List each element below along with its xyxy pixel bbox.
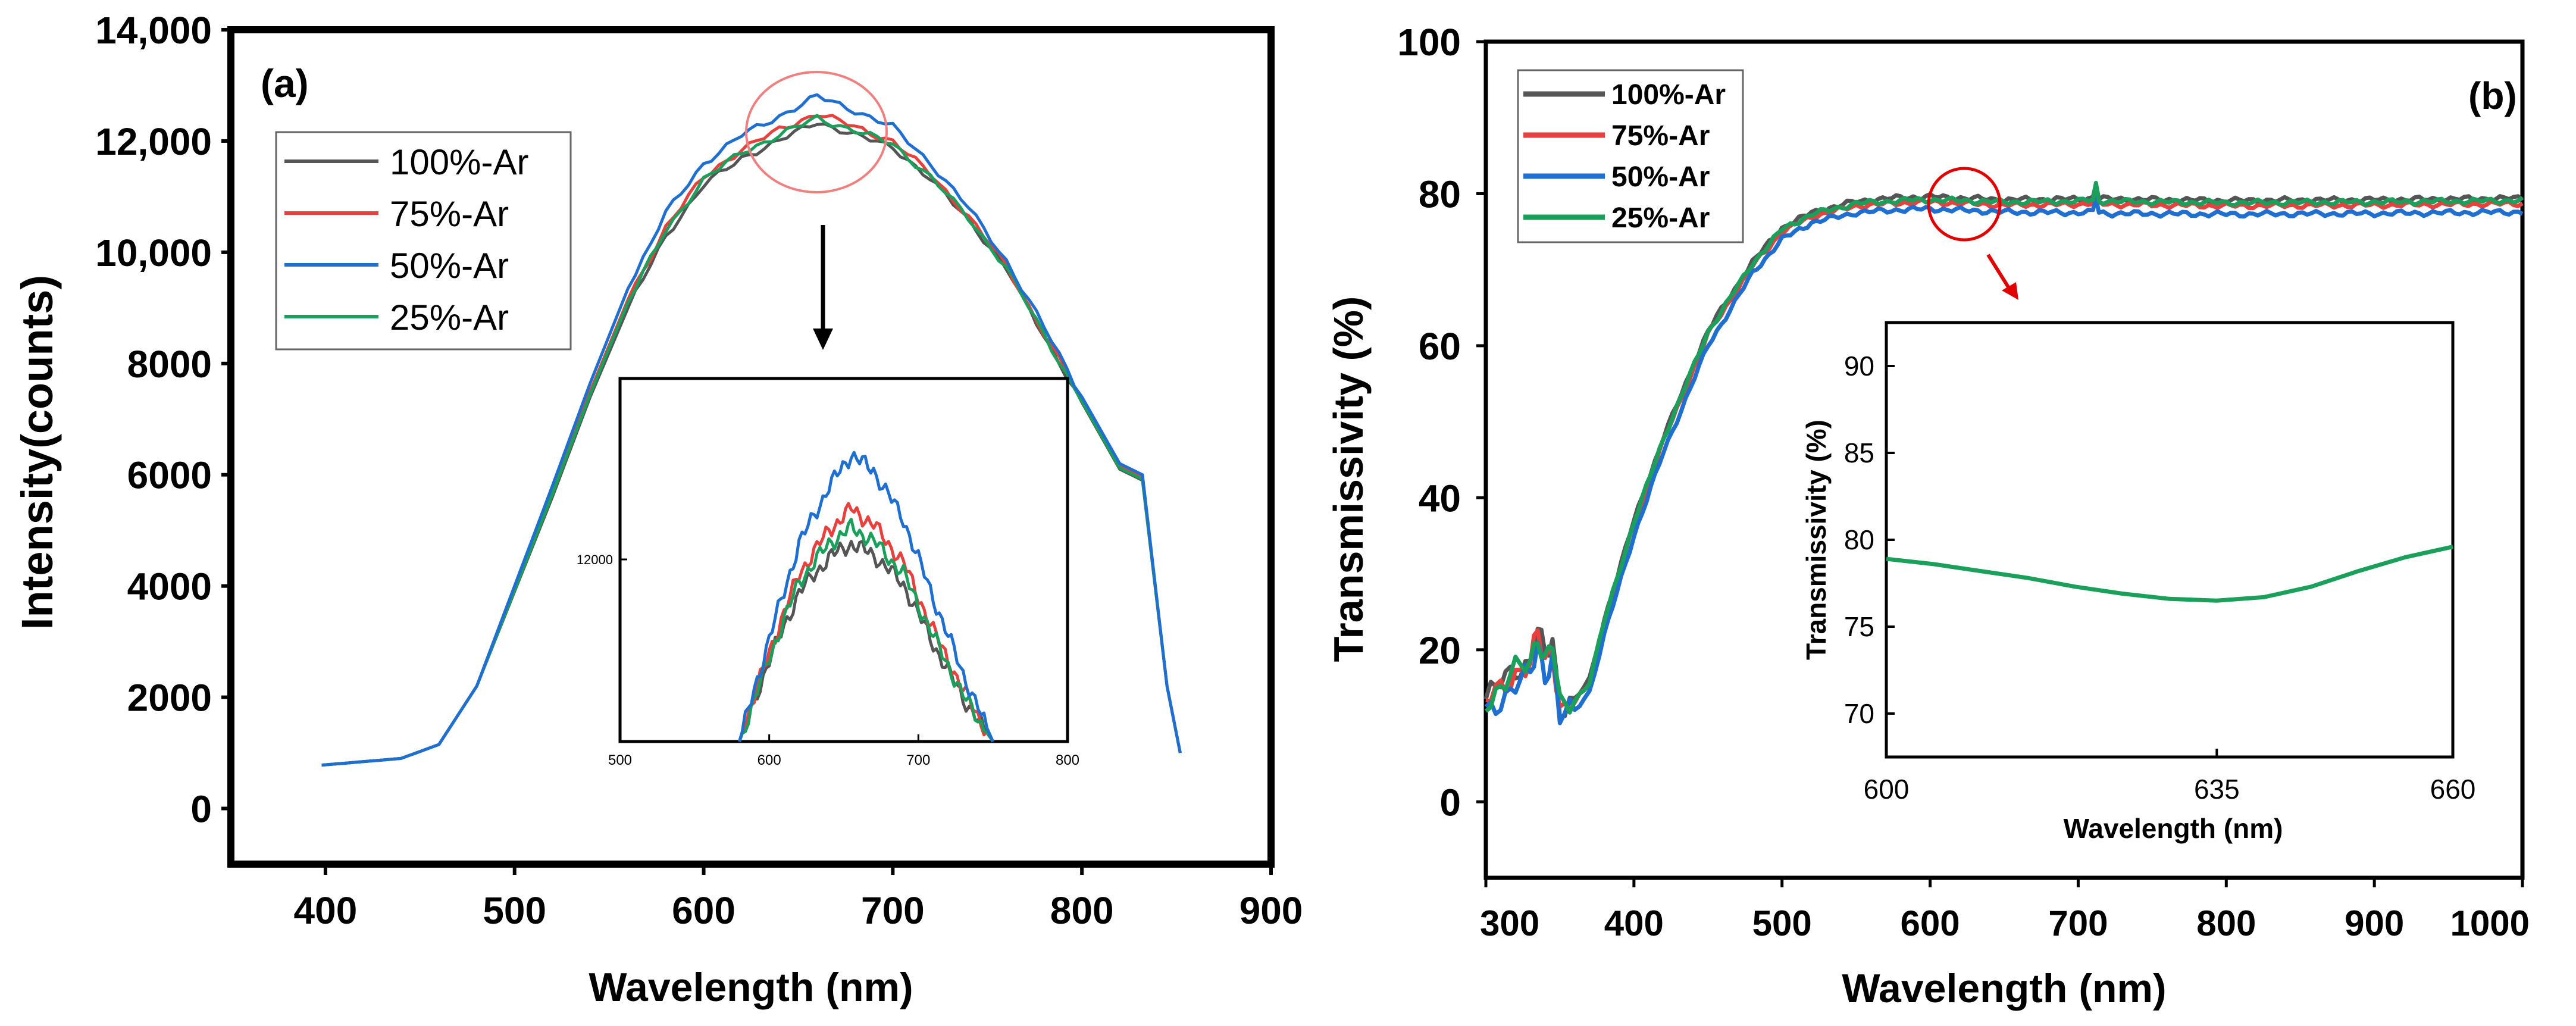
panel-b-inset-y-tick-label: 80: [1844, 524, 1874, 555]
panel-a-y-tick-label: 10,000: [95, 232, 212, 274]
panel-a-y-tick-label: 8000: [127, 343, 212, 386]
panel-a-inset-series-line-3: [738, 451, 994, 743]
panel-b-legend-label: 25%-Ar: [1611, 202, 1710, 234]
panel-b-y-tick-label: 100: [1397, 21, 1461, 64]
panel-a-x-tick-label: 400: [294, 889, 358, 932]
panel-a-label: (a): [261, 61, 309, 105]
panel-b-x-tick-label: 300: [1480, 903, 1539, 943]
panel-b-y-tick-label: 20: [1419, 629, 1461, 672]
panel-b-y-tick-label: 0: [1439, 781, 1461, 824]
panel-a-x-tick-label: 900: [1240, 889, 1303, 932]
panel-a-legend-label: 50%-Ar: [390, 246, 509, 286]
panel-b-x-tick-label: 800: [2196, 903, 2256, 943]
panel-b-inset-y-tick-label: 90: [1844, 351, 1874, 381]
panel-b-highlight-circle: [1927, 167, 2002, 242]
panel-a-legend: 100%-Ar 75%-Ar 50%-Ar 25%-Ar: [275, 131, 572, 351]
panel-a-inset-frame: [618, 377, 1069, 743]
panel-b-y-tick-label: 60: [1419, 325, 1461, 368]
panel-b-inset-series-line-1: [1886, 545, 2453, 603]
panel-b-series: [1483, 180, 2524, 725]
panel-b-inset-x-tick-label: 635: [2194, 774, 2240, 805]
panel-b-arrow-shaft: [1986, 254, 2011, 289]
panel-b-inset-frame: [1885, 321, 2455, 759]
panel-a-highlight-circle: [745, 71, 888, 193]
panel-a: 0 2000 4000 6000 8000 10,000 12,000 14,000 400 5…: [12, 9, 1303, 1010]
panel-a-plot-frame: [227, 26, 1275, 868]
panel-b-plot-frame: [1483, 39, 2525, 880]
panel-a-y-tick-label: 14,000: [95, 9, 212, 52]
panel-a-x-ticks: 400 500 600 700 800 900: [294, 864, 1303, 932]
panel-b-y-ticks: 0 20 40 60 80 100: [1397, 21, 1486, 824]
panel-a-x-tick-label: 800: [1050, 889, 1114, 932]
panel-b-legend-label: 100%-Ar: [1611, 79, 1726, 111]
panel-b-series-line-3: [1484, 196, 2524, 725]
panel-a-inset-y-tick-label: 12000: [577, 552, 613, 567]
panel-a-arrow-head: [813, 329, 833, 350]
panel-b-y-tick-label: 40: [1419, 477, 1461, 520]
panel-b-legend-items: 100%-Ar 75%-Ar 50%-Ar 25%-Ar: [1523, 79, 1726, 234]
panel-b-x-tick-label: 400: [1604, 903, 1664, 943]
panel-a-legend-label: 75%-Ar: [390, 194, 509, 234]
panel-b-inset-series: [1886, 545, 2453, 603]
panel-a-inset-x-tick-label: 500: [608, 752, 632, 768]
panel-b-x-tick-label: 500: [1752, 903, 1812, 943]
panel-b-x-tick-label: 900: [2345, 903, 2404, 943]
panel-a-inset-x-tick-label: 700: [906, 752, 930, 768]
panel-a-legend-label: 25%-Ar: [390, 298, 509, 337]
panel-a-series-line-3: [321, 93, 1182, 767]
panel-a-x-tick-label: 500: [483, 889, 546, 932]
panel-b-inset-y-tick-label: 85: [1844, 437, 1874, 468]
panel-b-inset-x-axis-label: Wavelength (nm): [2064, 813, 2283, 844]
panel-b-series-line-4: [1484, 180, 2524, 715]
panel-a-inset-x-tick-label: 600: [758, 752, 781, 768]
panel-a-y-ticks: 0 2000 4000 6000 8000 10,000 12,000 14,000: [95, 9, 231, 831]
panel-b-legend-label: 75%-Ar: [1611, 120, 1710, 152]
panel-a-y-tick-label: 2000: [127, 677, 212, 720]
panel-b-legend: 100%-Ar 75%-Ar 50%-Ar 25%-Ar: [1517, 69, 1744, 243]
panel-b-arrow-head: [2002, 282, 2018, 300]
panel-a-x-tick-label: 700: [861, 889, 925, 932]
panel-b-inset-y-tick-label: 70: [1844, 698, 1874, 729]
panel-a-inset-x-tick-label: 800: [1056, 752, 1079, 768]
panel-b-inset: 600 635 660 70 75 80 85 90 Wavelength (nm) Tran…: [1801, 321, 2476, 844]
panel-a-inset-ticks: 500 600 700 800: [608, 734, 1079, 768]
panel-b-inset-y-tick-label: 75: [1844, 611, 1874, 642]
panel-b-inset-ticks: 600 635 660 70 75 80 85 90: [1844, 351, 2476, 805]
panel-b-x-tick-label: 600: [1901, 903, 1960, 943]
panel-b-label: (b): [2468, 74, 2517, 117]
panel-a-x-tick-label: 600: [672, 889, 735, 932]
panel-b-x-tick-label: 1000: [2450, 903, 2530, 943]
panel-a-legend-items: 100%-Ar 75%-Ar 50%-Ar 25%-Ar: [284, 142, 528, 337]
panel-a-legend-box: [275, 131, 572, 351]
panel-b-y-axis-label: Transmissivity (%): [1325, 296, 1372, 662]
panel-b-y-tick-label: 80: [1419, 173, 1461, 215]
panel-b: 0 20 40 60 80 100 300 400 500 600 700 800 900 1000 (…: [1325, 21, 2530, 1011]
panel-a-inset-series-line-4: [738, 518, 994, 743]
panel-a-y-tick-label: 0: [190, 788, 212, 831]
panel-b-legend-label: 50%-Ar: [1611, 161, 1710, 193]
panel-b-legend-box: [1517, 69, 1744, 243]
panel-a-inset-series: [738, 451, 994, 743]
panel-a-y-tick-label: 12,000: [95, 120, 212, 163]
panel-a-y-tick-label: 6000: [127, 454, 212, 497]
panel-a-inset: 500 600 700 800 12000: [577, 377, 1079, 768]
panel-a-x-axis-label: Wavelength (nm): [589, 965, 913, 1010]
panel-b-inset-y-axis-label: Transmissivity (%): [1801, 420, 1832, 660]
panel-b-inset-x-tick-label: 660: [2430, 774, 2476, 805]
panel-b-inset-x-tick-label: 600: [1864, 774, 1910, 805]
panel-a-legend-label: 100%-Ar: [390, 142, 528, 182]
panel-b-x-tick-label: 700: [2048, 903, 2108, 943]
panel-b-x-axis-label: Wavelength (nm): [1842, 966, 2166, 1011]
panel-a-y-axis-label: Intensity(counts): [12, 275, 62, 630]
panel-a-y-tick-label: 4000: [127, 565, 212, 608]
panel-b-x-ticks: 300 400 500 600 700 800 900 1000: [1480, 878, 2530, 943]
